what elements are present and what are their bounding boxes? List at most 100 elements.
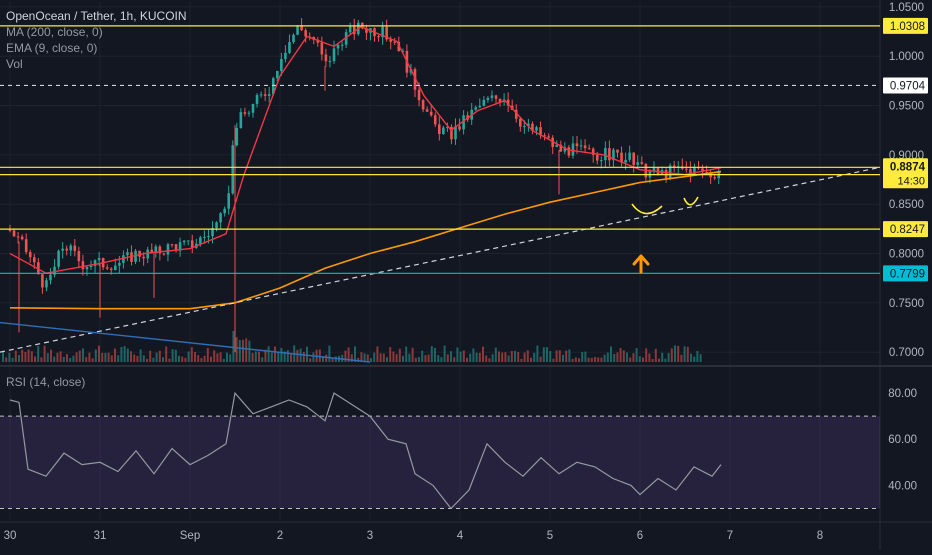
volume-bar xyxy=(168,358,171,362)
volume-bar xyxy=(677,345,680,362)
volume-bar xyxy=(139,349,142,362)
volume-bar xyxy=(482,346,484,362)
candle-body xyxy=(701,168,704,173)
candle-body xyxy=(45,280,48,288)
volume-bar xyxy=(347,347,350,362)
volume-bar xyxy=(110,355,113,362)
candle-body xyxy=(535,127,538,131)
candle-body xyxy=(324,54,328,62)
volume-bar xyxy=(386,357,388,362)
candle-body xyxy=(65,248,68,251)
volume-bar xyxy=(446,354,449,362)
candle-body xyxy=(543,135,546,137)
candle-body xyxy=(182,240,186,243)
candle-body xyxy=(138,250,141,257)
vol-legend[interactable]: Vol xyxy=(6,57,23,71)
level-0-9704-tag-text: 0.9704 xyxy=(890,80,926,92)
level-0-8247-tag[interactable] xyxy=(883,221,928,238)
ma-200-line[interactable] xyxy=(9,170,722,310)
volume-bar xyxy=(280,347,283,362)
volume-bar xyxy=(296,349,299,362)
volume-bar xyxy=(318,349,321,362)
volume-bar xyxy=(312,352,315,362)
candle-body xyxy=(482,99,486,106)
volume-bar xyxy=(680,354,683,362)
volume-bar xyxy=(392,351,395,362)
candle-body xyxy=(20,236,24,240)
price-tick-label: 0.8500 xyxy=(889,199,924,211)
volume-bar xyxy=(418,357,420,362)
level-1-0308-tag-text: 1.0308 xyxy=(890,21,925,33)
volume-bar xyxy=(126,348,129,362)
volume-bar xyxy=(690,353,692,362)
candle-body xyxy=(336,44,340,49)
candle-body xyxy=(425,109,429,112)
candle-body xyxy=(296,25,299,35)
ema-legend[interactable]: EMA (9, close, 0) xyxy=(6,41,98,55)
trend-line-dashed[interactable] xyxy=(0,166,881,353)
volume-bar xyxy=(402,355,404,362)
level-0-9704-tag[interactable] xyxy=(883,77,928,94)
volume-bar xyxy=(194,352,196,362)
candle-body xyxy=(276,70,279,79)
volume-bar xyxy=(101,352,104,362)
volume-bar xyxy=(472,348,475,362)
volume-bar xyxy=(450,351,452,362)
time-tick-label: 6 xyxy=(637,530,643,542)
volume-bar xyxy=(408,353,411,362)
volume-bar xyxy=(238,339,241,362)
volume-bar xyxy=(370,358,372,362)
volume-bar xyxy=(328,345,331,362)
candle-body xyxy=(146,249,149,259)
ema-9-line[interactable] xyxy=(9,25,722,274)
candle-body xyxy=(652,167,656,172)
volume-bar xyxy=(498,351,500,362)
volume-bar xyxy=(389,347,392,362)
trend-line-blue[interactable] xyxy=(0,321,371,363)
candle-body xyxy=(243,112,247,114)
volume-bar xyxy=(261,357,264,362)
candle-body xyxy=(231,145,235,194)
volume-bar xyxy=(178,355,180,362)
volume-bar xyxy=(91,358,94,362)
level-0-7799-tag[interactable] xyxy=(883,265,928,282)
candle-body xyxy=(636,162,640,165)
rsi-legend[interactable]: RSI (14, close) xyxy=(6,375,86,389)
volume-bar xyxy=(443,345,446,362)
candle-body xyxy=(527,123,530,127)
ma-legend[interactable]: MA (200, close, 0) xyxy=(6,25,103,39)
volume-bar xyxy=(462,350,465,362)
volume-bar xyxy=(667,352,670,362)
volume-bar xyxy=(267,346,270,362)
volume-bar xyxy=(664,358,667,362)
volume-bar xyxy=(562,354,564,362)
volume-bar xyxy=(232,330,235,362)
volume-bar xyxy=(184,357,187,362)
volume-bar xyxy=(190,347,193,362)
time-tick-label: 8 xyxy=(817,530,823,542)
volume-bar xyxy=(504,352,507,362)
volume-bar xyxy=(475,352,478,362)
candle-body xyxy=(61,248,64,251)
candle-body xyxy=(49,274,52,281)
candle-body xyxy=(689,168,692,175)
volume-bar xyxy=(478,352,481,362)
volume-bar xyxy=(603,354,606,362)
candle-body xyxy=(506,99,510,106)
volume-bar xyxy=(88,352,91,362)
rsi-line[interactable] xyxy=(9,391,722,510)
volume-bar xyxy=(542,347,545,362)
price-tick-label: 1.0000 xyxy=(889,51,924,63)
volume-bar xyxy=(574,357,577,362)
level-1-0308-tag[interactable] xyxy=(883,17,928,34)
volume-bar xyxy=(616,352,619,362)
volume-bar xyxy=(219,352,222,362)
candle-body xyxy=(539,127,542,136)
volume-bar xyxy=(200,358,203,362)
volume-bar xyxy=(210,356,212,362)
candle-body xyxy=(316,39,320,43)
candle-body xyxy=(462,115,465,130)
current-price-tag[interactable] xyxy=(883,158,928,189)
